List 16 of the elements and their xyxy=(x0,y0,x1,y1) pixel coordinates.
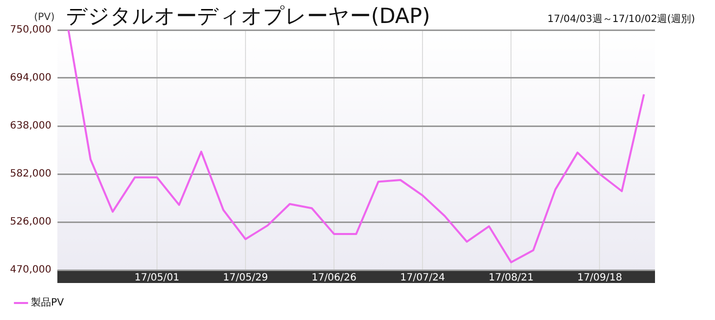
x-tick-label: 17/05/29 xyxy=(223,272,268,284)
chart-subtitle: 17/04/03週～17/10/02週(週別) xyxy=(547,13,695,26)
legend-label: 製品PV xyxy=(31,296,64,309)
y-tick-label: 638,000 xyxy=(10,120,52,132)
x-tick-label: 17/05/01 xyxy=(134,272,180,284)
x-tick-label: 17/07/24 xyxy=(400,272,446,284)
y-tick-label: 694,000 xyxy=(10,72,52,84)
x-tick-label: 17/08/21 xyxy=(488,272,534,284)
y-axis-title: (PV) xyxy=(34,12,55,23)
x-tick-label: 17/06/26 xyxy=(312,272,356,284)
y-tick-label: 470,000 xyxy=(10,264,52,276)
y-tick-label: 526,000 xyxy=(10,216,52,228)
y-tick-label: 582,000 xyxy=(10,168,52,180)
y-tick-label: 750,000 xyxy=(10,24,52,36)
x-tick-label: 17/09/18 xyxy=(577,272,622,284)
chart-title: デジタルオーディオプレーヤー(DAP) xyxy=(66,3,430,30)
